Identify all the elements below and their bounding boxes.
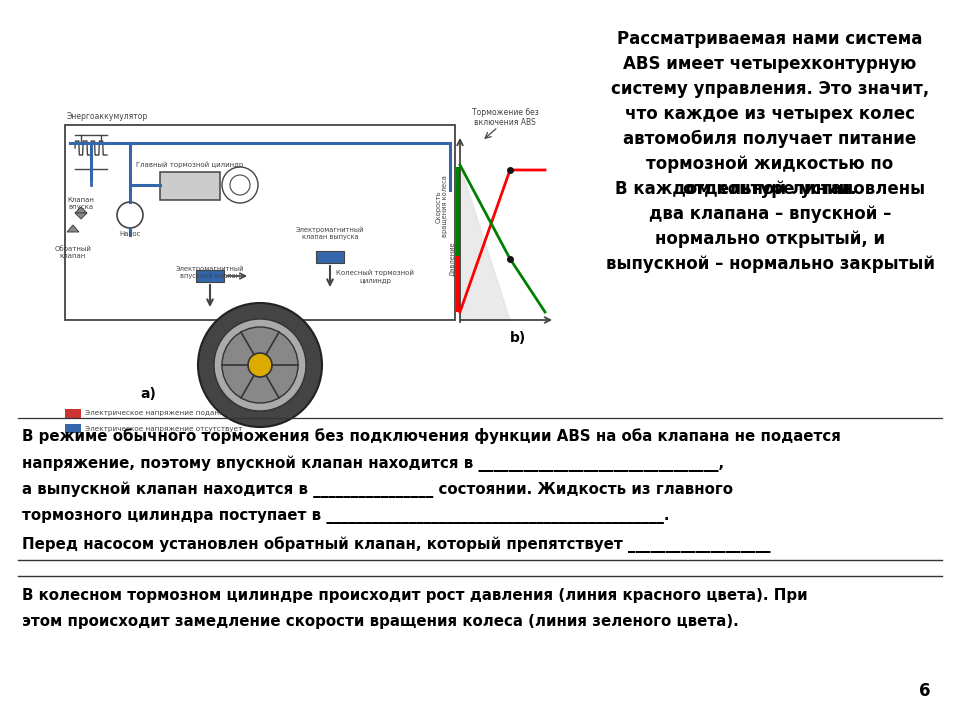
Circle shape [248,353,272,377]
Polygon shape [67,225,79,232]
Text: этом происходит замедление скорости вращения колеса (линия зеленого цвета).: этом происходит замедление скорости вращ… [22,614,739,629]
Polygon shape [75,207,87,213]
Bar [65,424,81,433]
Text: В каждом контуре установлены
два клапана – впускной –
нормально открытый, и
выпу: В каждом контуре установлены два клапана… [606,180,934,273]
Text: а выпускной клапан находится в ________________ состоянии. Жидкость из главного: а выпускной клапан находится в _________… [22,482,733,498]
Text: Электрическое напряжение подано: Электрическое напряжение подано [85,410,224,416]
Bar [456,256,460,312]
Text: Перед насосом установлен обратный клапан, который препятствует _________________: Перед насосом установлен обратный клапан… [22,536,771,553]
Circle shape [214,319,306,411]
Text: Рассматриваемая нами система
ABS имеет четырехконтурную
систему управления. Это : Рассматриваемая нами система ABS имеет ч… [611,30,929,198]
Polygon shape [75,213,87,219]
Text: напряжение, поэтому впускной клапан находится в ________________________________: напряжение, поэтому впускной клапан нахо… [22,455,724,472]
Circle shape [198,303,322,427]
Text: Колесный тормозной
цилиндр: Колесный тормозной цилиндр [336,270,414,284]
Bar [160,172,220,200]
Text: Электромагнитный
клапан выпуска: Электромагнитный клапан выпуска [296,227,364,240]
Bar [196,270,224,282]
Text: Скорость
вращения колеса: Скорость вращения колеса [436,175,448,237]
Text: Насос: Насос [119,231,141,237]
Text: 6: 6 [919,682,930,700]
Text: Электромагнитный
впускной клапан: Электромагнитный впускной клапан [176,265,244,279]
Text: В режиме обычного торможения без подключения функции ABS на оба клапана не подае: В режиме обычного торможения без подключ… [22,428,841,444]
Text: тормозного цилиндра поступает в _____________________________________________.: тормозного цилиндра поступает в ________… [22,509,669,524]
Text: a): a) [140,387,156,401]
Circle shape [222,327,298,403]
Text: b): b) [510,331,526,345]
Text: Торможение без
включения ABS: Торможение без включения ABS [471,107,539,127]
Text: Главный тормозной цилиндр: Главный тормозной цилиндр [136,161,244,168]
Bar [65,125,455,320]
Bar [456,167,460,256]
Text: В колесном тормозном цилиндре происходит рост давления (линия красного цвета). П: В колесном тормозном цилиндре происходит… [22,588,807,603]
Text: Давление: Давление [450,241,456,276]
Bar [316,251,344,263]
Text: Клапан
впуска: Клапан впуска [67,197,94,210]
Polygon shape [460,165,510,320]
Text: Электрическое напряжение отсутствует: Электрическое напряжение отсутствует [85,426,242,431]
Text: Обратный
клапан: Обратный клапан [55,245,91,258]
Bar [65,409,81,418]
Text: Энергоаккумулятор: Энергоаккумулятор [67,112,148,121]
